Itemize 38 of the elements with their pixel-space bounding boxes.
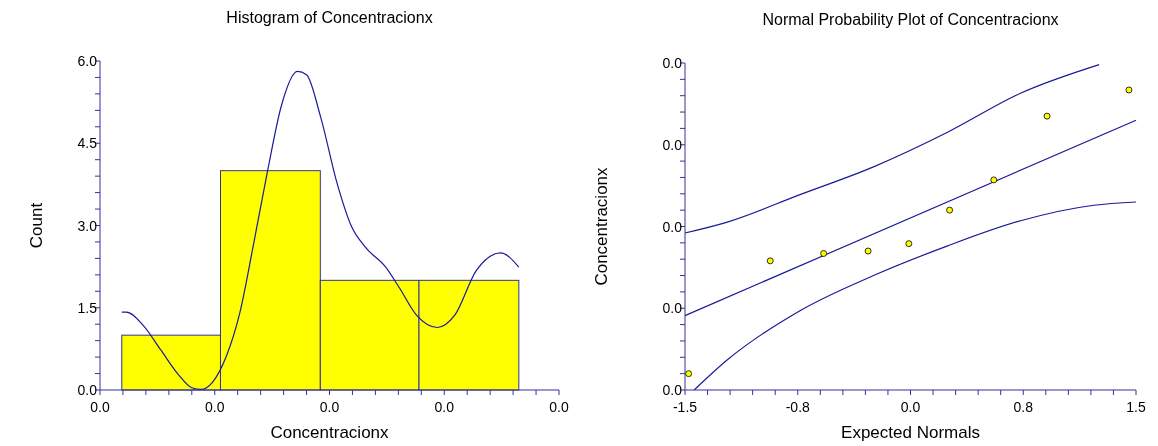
y-tick-label: 4.5 xyxy=(77,135,98,152)
x-tick-label: -0.8 xyxy=(785,399,811,415)
point xyxy=(990,176,998,184)
x-tick-label: 0.0 xyxy=(434,399,455,415)
line-series xyxy=(693,201,1137,391)
x-tick-label: 0.0 xyxy=(205,399,225,415)
line-series xyxy=(121,70,520,391)
y-tick-label: 0.0 xyxy=(662,300,683,317)
y-tick-label: 0.0 xyxy=(662,136,683,153)
x-tick-label: -1.5 xyxy=(672,399,698,415)
point xyxy=(946,206,953,214)
y-tick-label: 0.0 xyxy=(77,382,98,398)
point xyxy=(820,250,828,257)
x-tick-label: 0.0 xyxy=(319,399,340,415)
y-axis-title: Concentracionx xyxy=(592,166,611,286)
y-tick-label: 0.0 xyxy=(662,218,683,235)
point xyxy=(905,240,913,248)
x-tick-label: 0.0 xyxy=(900,399,921,415)
point xyxy=(864,247,872,255)
x-tick-label: 0.0 xyxy=(90,399,110,415)
y-tick-label: 0.0 xyxy=(662,382,683,398)
x-tick-label: 0.0 xyxy=(549,399,569,415)
y-tick-label: 1.5 xyxy=(77,299,98,316)
x-axis-title: Concentracionx xyxy=(270,423,390,442)
y-tick-label: 0.0 xyxy=(662,55,683,71)
x-axis-title: Expected Normals xyxy=(841,423,980,442)
point xyxy=(1125,86,1133,94)
x-tick-label: 1.5 xyxy=(1126,399,1146,415)
x-tick-label: 0.8 xyxy=(1013,399,1034,415)
point xyxy=(685,370,693,378)
line-series xyxy=(684,64,1100,234)
chart-title: Normal Probability Plot of Concentracionx xyxy=(762,11,1059,28)
point xyxy=(766,257,774,265)
y-axis-title: Count xyxy=(27,202,46,249)
chart-title: Histogram of Concentracionx xyxy=(226,9,433,26)
point xyxy=(1043,112,1051,120)
y-tick-label: 3.0 xyxy=(77,217,98,234)
y-tick-label: 6.0 xyxy=(77,53,98,69)
